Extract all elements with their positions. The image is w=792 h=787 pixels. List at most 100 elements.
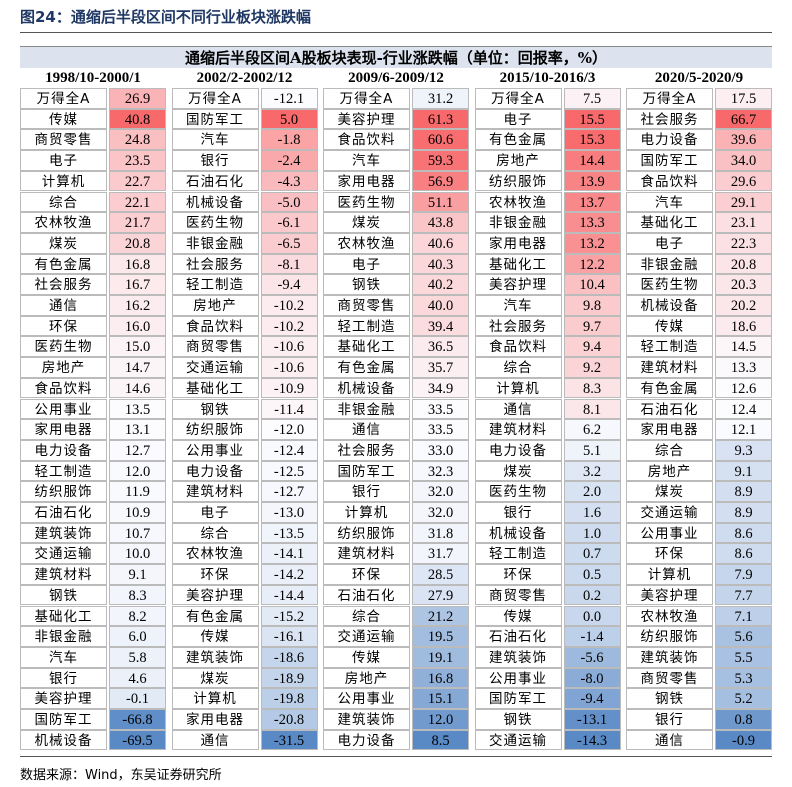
- value-cell: 9.3: [715, 439, 772, 461]
- value-cell: 13.5: [109, 398, 166, 420]
- industry-cell: 电力设备: [626, 129, 713, 151]
- industry-cell: 建筑装饰: [171, 646, 259, 668]
- industry-cell: 钢铁: [171, 398, 259, 420]
- value-cell: 5.2: [715, 688, 772, 709]
- industry-cell: 家用电器: [474, 232, 562, 254]
- value-cell: 9.8: [563, 295, 621, 316]
- industry-cell: 轻工制造: [626, 336, 713, 358]
- industry-cell: 食品饮料: [20, 377, 107, 399]
- industry-cell: 公用事业: [323, 688, 410, 709]
- value-cell: 7.1: [715, 605, 772, 627]
- value-cell: 10.9: [109, 502, 166, 523]
- value-cell: -66.8: [109, 709, 166, 730]
- industry-cell: 农林牧渔: [171, 543, 259, 565]
- industry-cell: 商贸零售: [474, 584, 562, 606]
- value-cell: 12.6: [715, 377, 772, 399]
- industry-cell: 石油石化: [626, 398, 713, 420]
- industry-cell: 万得全A: [474, 88, 562, 109]
- industry-cell: 建筑装饰: [626, 646, 713, 668]
- value-cell: -6.1: [260, 212, 318, 233]
- value-cell: 32.0: [412, 502, 469, 523]
- industry-cell: 万得全A: [20, 88, 107, 109]
- value-cell: 40.0: [412, 295, 469, 316]
- value-cell: 8.1: [563, 398, 621, 420]
- value-cell: -14.2: [260, 564, 318, 585]
- value-cell: 23.5: [109, 150, 166, 171]
- value-cell: 5.0: [260, 108, 318, 130]
- industry-cell: 煤炭: [626, 481, 713, 502]
- value-cell: 20.8: [109, 232, 166, 254]
- industry-cell: 通信: [20, 295, 107, 316]
- value-cell: 9.2: [563, 357, 621, 378]
- industry-cell: 煤炭: [171, 667, 259, 689]
- industry-cell: 煤炭: [20, 232, 107, 254]
- industry-cell: 纺织服饰: [474, 170, 562, 192]
- value-cell: -14.1: [260, 543, 318, 565]
- value-cell: 20.3: [715, 274, 772, 295]
- value-cell: 8.5: [412, 729, 469, 751]
- industry-cell: 钢铁: [323, 274, 410, 295]
- value-cell: 33.5: [412, 398, 469, 420]
- value-cell: 16.8: [412, 667, 469, 689]
- value-cell: 14.7: [109, 357, 166, 378]
- figure-title: 图24：通缩后半段区间不同行业板块涨跌幅: [20, 8, 311, 26]
- industry-cell: 美容护理: [20, 688, 107, 709]
- value-cell: 16.7: [109, 274, 166, 295]
- period-header: 2009/6-2009/12: [323, 68, 469, 88]
- industry-cell: 公用事业: [171, 439, 259, 461]
- industry-cell: 家用电器: [171, 709, 259, 730]
- industry-cell: 电力设备: [474, 439, 562, 461]
- value-cell: -13.5: [260, 522, 318, 544]
- value-cell: 29.1: [715, 191, 772, 213]
- value-cell: 15.1: [412, 688, 469, 709]
- value-cell: -8.1: [260, 253, 318, 275]
- industry-cell: 公用事业: [626, 522, 713, 544]
- industry-cell: 通信: [171, 729, 259, 751]
- industry-cell: 万得全A: [323, 88, 410, 109]
- industry-cell: 医药生物: [20, 336, 107, 358]
- industry-cell: 国防军工: [474, 688, 562, 709]
- industry-cell: 计算机: [20, 170, 107, 192]
- industry-cell: 房地产: [626, 460, 713, 482]
- industry-cell: 基础化工: [323, 336, 410, 358]
- industry-cell: 社会服务: [474, 315, 562, 337]
- industry-cell: 商贸零售: [626, 667, 713, 689]
- industry-cell: 万得全A: [626, 88, 713, 109]
- value-cell: 12.1: [715, 419, 772, 440]
- industry-cell: 商贸零售: [171, 336, 259, 358]
- industry-cell: 传媒: [171, 626, 259, 647]
- value-cell: 14.6: [109, 377, 166, 399]
- industry-cell: 建筑材料: [20, 564, 107, 585]
- industry-cell: 电子: [626, 232, 713, 254]
- value-cell: 5.3: [715, 667, 772, 689]
- industry-cell: 农林牧渔: [323, 232, 410, 254]
- industry-cell: 房地产: [171, 295, 259, 316]
- value-cell: 0.0: [563, 605, 621, 627]
- value-cell: -5.0: [260, 191, 318, 213]
- industry-cell: 非银金融: [474, 212, 562, 233]
- value-cell: -19.8: [260, 688, 318, 709]
- industry-cell: 综合: [20, 191, 107, 213]
- value-cell: -12.0: [260, 419, 318, 440]
- value-cell: -16.1: [260, 626, 318, 647]
- value-cell: 12.7: [109, 439, 166, 461]
- industry-cell: 交通运输: [20, 543, 107, 565]
- industry-cell: 医药生物: [474, 481, 562, 502]
- industry-cell: 建筑材料: [323, 543, 410, 565]
- value-cell: -0.9: [715, 729, 772, 751]
- value-cell: -12.4: [260, 439, 318, 461]
- value-cell: 40.2: [412, 274, 469, 295]
- value-cell: 16.8: [109, 253, 166, 275]
- industry-cell: 公用事业: [20, 398, 107, 420]
- value-cell: 20.8: [715, 253, 772, 275]
- industry-cell: 环保: [20, 315, 107, 337]
- industry-cell: 公用事业: [474, 667, 562, 689]
- value-cell: 10.7: [109, 522, 166, 544]
- value-cell: 34.0: [715, 150, 772, 171]
- industry-cell: 计算机: [626, 564, 713, 585]
- industry-cell: 非银金融: [20, 626, 107, 647]
- value-cell: 9.7: [563, 315, 621, 337]
- industry-cell: 医药生物: [626, 274, 713, 295]
- industry-cell: 建筑装饰: [474, 646, 562, 668]
- industry-cell: 家用电器: [323, 170, 410, 192]
